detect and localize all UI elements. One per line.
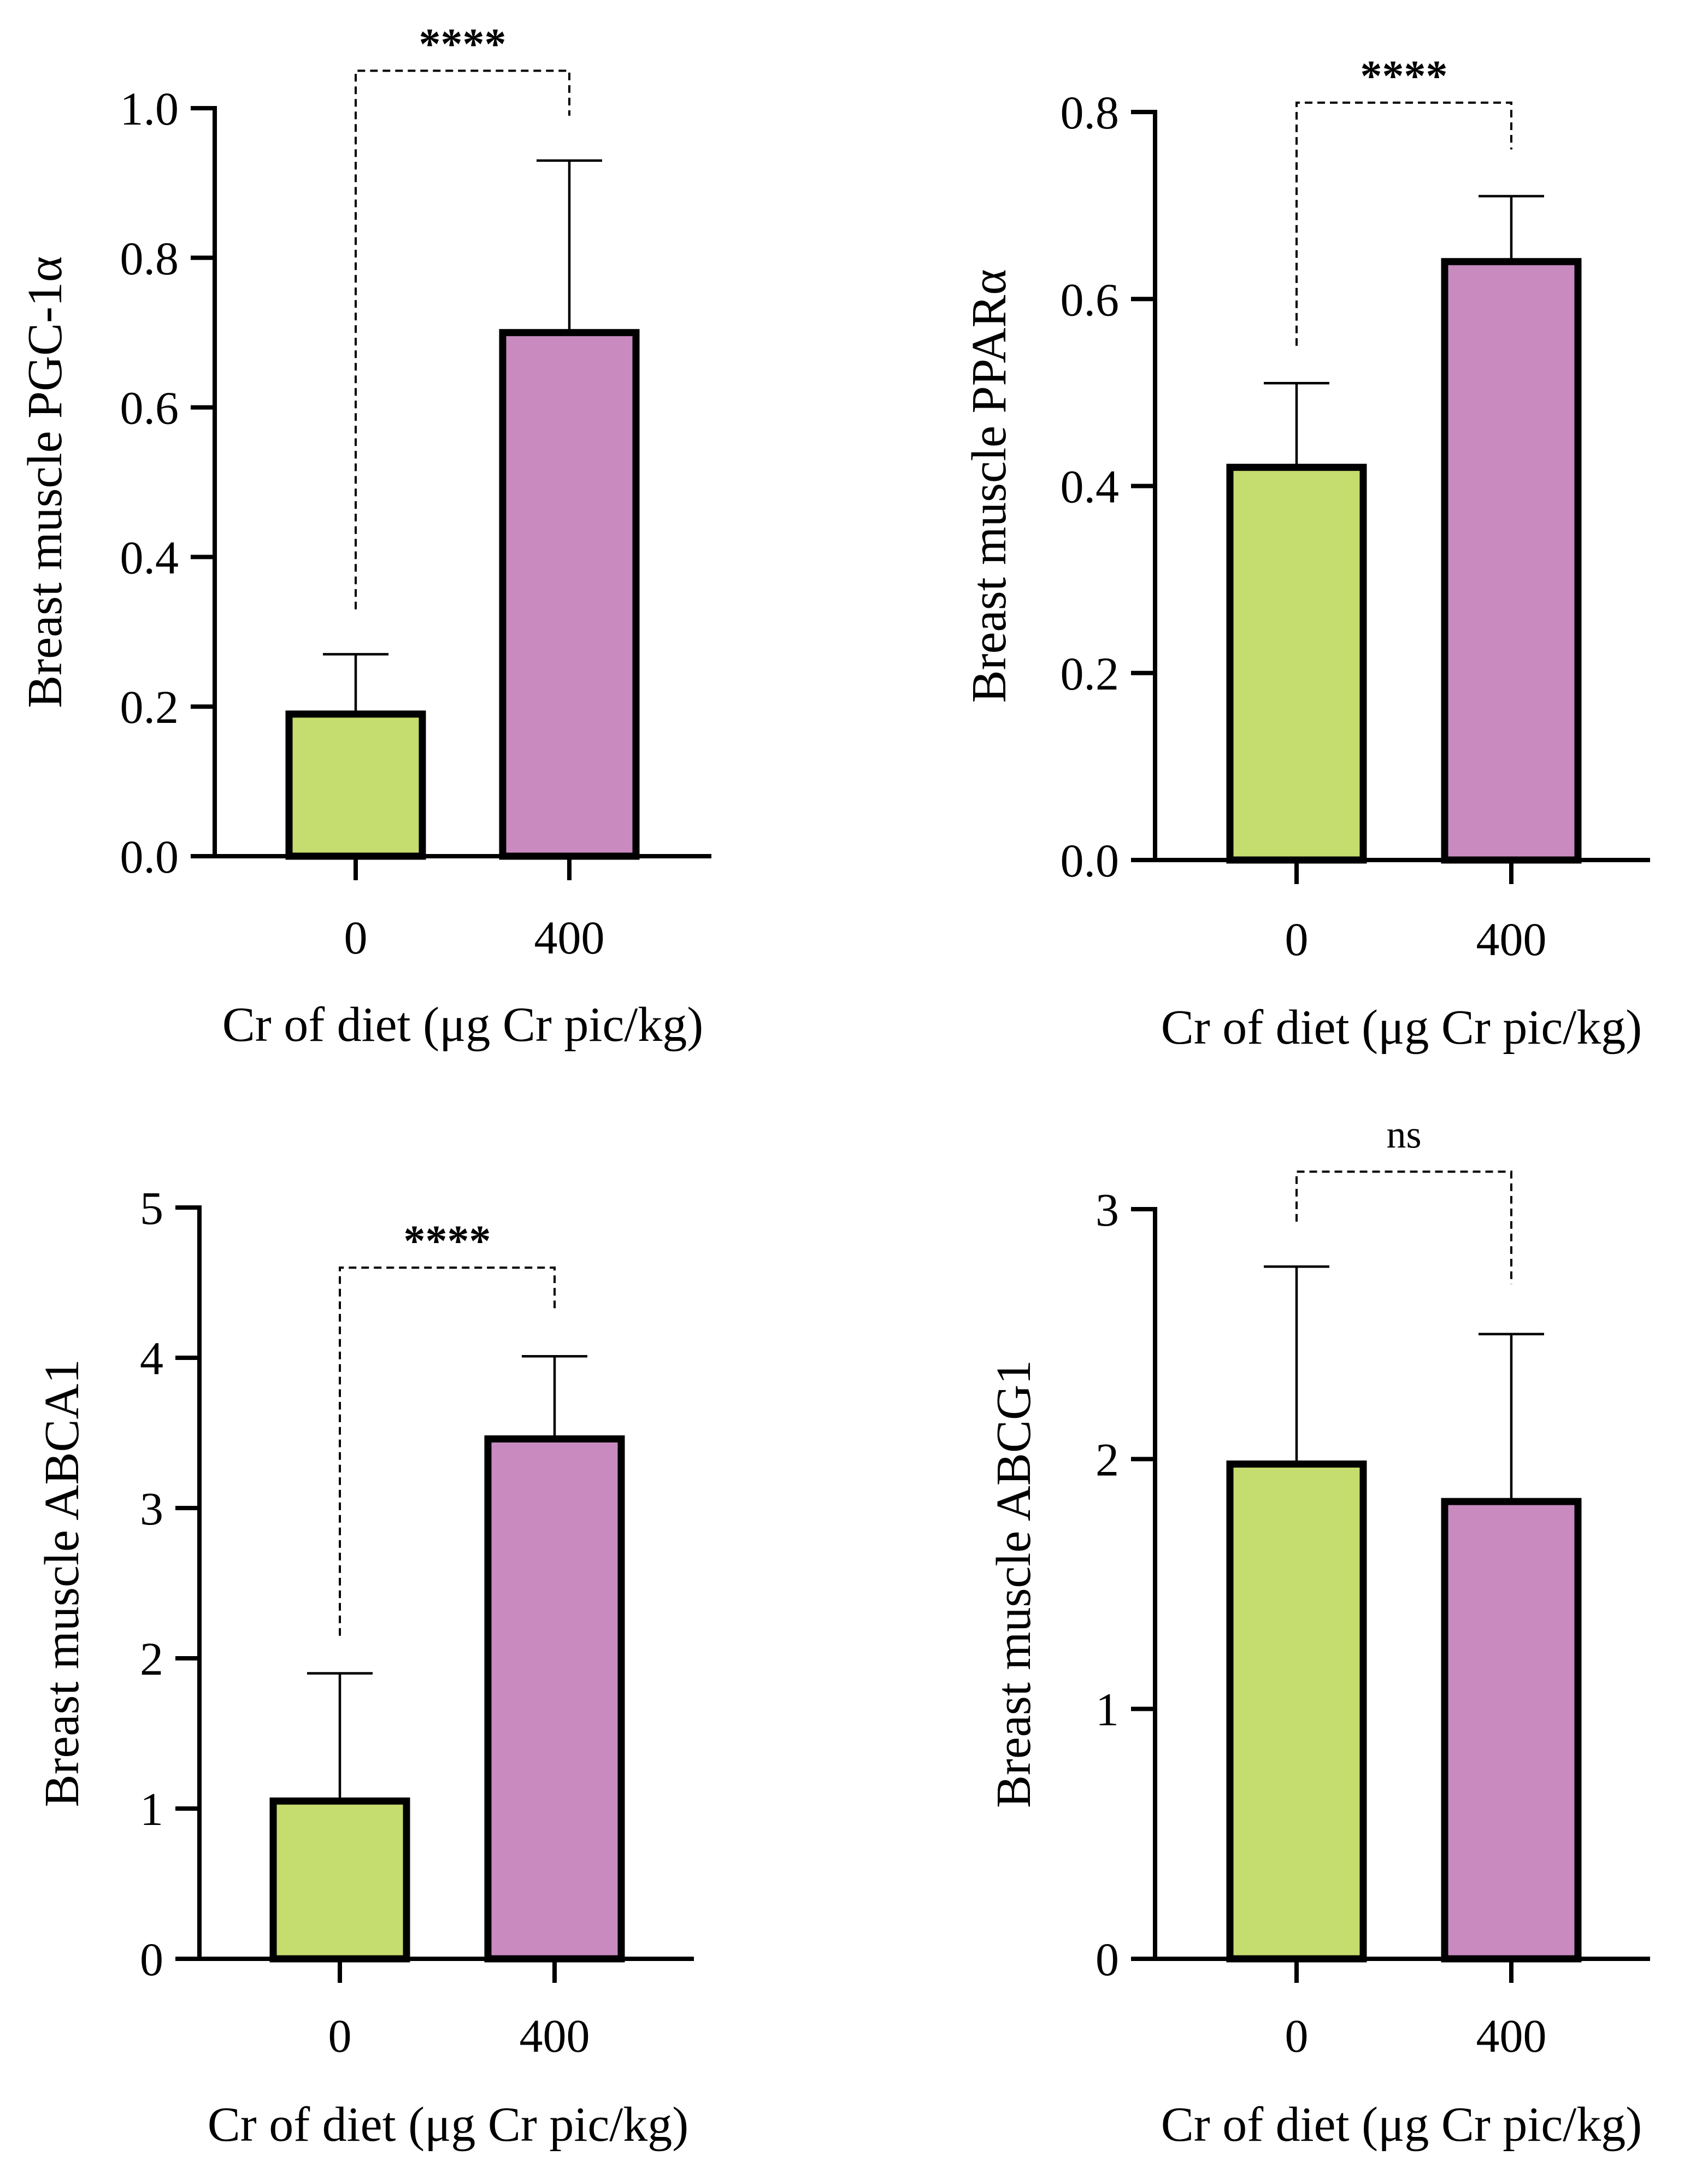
y-tick-label: 2	[1096, 1433, 1119, 1486]
y-tick-label: 0	[1096, 1933, 1119, 1986]
x-axis-title: Cr of diet (μg Cr pic/kg)	[1161, 1000, 1642, 1055]
x-tick-label: 0	[328, 2010, 352, 2062]
significance-label: ns	[1386, 1112, 1421, 1156]
bar-400	[484, 1435, 625, 1963]
bar-400	[499, 329, 640, 860]
significance-bracket	[1295, 101, 1512, 346]
y-tick-label: 1	[1096, 1683, 1119, 1736]
x-tick-label: 0	[1285, 2010, 1309, 2062]
y-tick-label: 2	[140, 1633, 163, 1685]
y-tick-label: 3	[140, 1482, 163, 1535]
significance-bracket	[1295, 1170, 1512, 1285]
x-tick-label: 400	[1476, 913, 1547, 965]
chart-panel-2: 0.0 0.2 0.4 0.6 0.8 0 400 Cr of diet (μg Cr pic…	[962, 52, 1650, 1055]
y-tick-label: 4	[140, 1332, 163, 1385]
y-tick-label: 0.4	[120, 531, 179, 584]
y-tick-label: 0.2	[120, 681, 179, 733]
x-tick-label: 400	[520, 2010, 590, 2062]
x-tick-label: 0	[1285, 913, 1309, 965]
significance-bracket	[355, 69, 570, 610]
y-tick-label: 0.8	[120, 232, 179, 285]
y-tick-label: 5	[140, 1182, 163, 1234]
y-axis-title: Breast muscle ABCA1	[35, 1359, 89, 1807]
y-axis-title: Breast muscle PGC-1α	[18, 256, 72, 708]
bar-400	[1441, 1498, 1582, 1963]
significance-label: ****	[419, 21, 506, 69]
bar-400	[1441, 258, 1582, 864]
significance-label: ****	[404, 1217, 491, 1265]
y-tick-label: 1	[140, 1783, 163, 1835]
bar-0	[1226, 1460, 1367, 1963]
x-axis-title: Cr of diet (μg Cr pic/kg)	[208, 2098, 689, 2152]
bar-0	[285, 710, 426, 860]
y-tick-label: 0.6	[120, 382, 179, 434]
significance-label: ****	[1360, 52, 1448, 101]
bar-0	[269, 1797, 410, 1963]
significance-bracket	[339, 1267, 556, 1636]
y-tick-label: 0.0	[120, 831, 179, 883]
y-tick-label: 0.0	[1061, 834, 1120, 887]
x-tick-label: 0	[344, 911, 368, 964]
y-tick-label: 1.0	[120, 83, 179, 135]
y-tick-label: 0.2	[1061, 647, 1120, 700]
x-axis-title: Cr of diet (μg Cr pic/kg)	[1161, 2098, 1642, 2152]
chart-panel-4: 0 1 2 3 0 400 Cr of diet (μg Cr pic/kg) Breast …	[987, 1112, 1650, 2152]
x-axis-title: Cr of diet (μg Cr pic/kg)	[222, 998, 704, 1052]
x-tick-label: 400	[1476, 2010, 1547, 2062]
y-tick-label: 0.8	[1061, 86, 1120, 139]
chart-panel-3: 0 1 2 3 4 5 0 400 Cr of diet (μg Cr pic/kg) Breas…	[35, 1182, 694, 2152]
chart-panel-1: 0.0 0.2 0.4 0.6 0.8 1.0 0 400 Cr of diet (μg Cr …	[18, 21, 711, 1052]
y-tick-label: 0	[140, 1933, 163, 1986]
bar-0	[1226, 463, 1367, 864]
y-tick-label: 3	[1096, 1183, 1119, 1236]
y-axis-title: Breast muscle ABCG1	[987, 1360, 1041, 1808]
y-axis-title: Breast muscle PPARα	[962, 269, 1016, 703]
x-tick-label: 400	[534, 911, 605, 964]
y-tick-label: 0.4	[1061, 461, 1120, 513]
y-tick-label: 0.6	[1061, 273, 1120, 326]
